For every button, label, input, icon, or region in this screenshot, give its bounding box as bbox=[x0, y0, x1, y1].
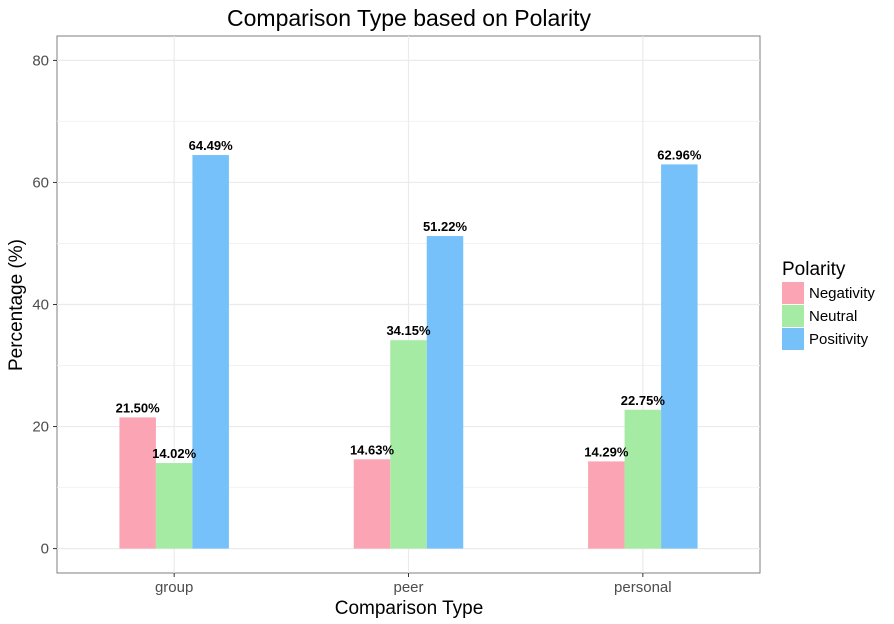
x-tick-label: personal bbox=[614, 579, 672, 596]
bar-data-label: 34.15% bbox=[386, 323, 431, 338]
bar-data-label: 14.02% bbox=[152, 446, 197, 461]
legend-swatch bbox=[782, 305, 804, 327]
bar bbox=[390, 340, 427, 549]
bars bbox=[119, 155, 698, 549]
bar bbox=[119, 417, 156, 549]
bar-data-label: 14.29% bbox=[584, 444, 629, 459]
bar bbox=[353, 459, 391, 549]
x-axis-title: Comparison Type bbox=[335, 598, 484, 619]
y-tick-label: 40 bbox=[32, 297, 49, 314]
bar bbox=[588, 461, 625, 549]
bar bbox=[155, 463, 193, 549]
y-axis: 0 20 40 60 80 bbox=[32, 52, 57, 558]
bar-data-label: 51.22% bbox=[423, 219, 468, 234]
legend-title: Polarity bbox=[782, 259, 846, 280]
legend-swatch bbox=[782, 328, 804, 350]
legend: Polarity Negativity Neutral Positivity bbox=[782, 259, 875, 350]
y-tick-label: 60 bbox=[32, 174, 49, 191]
legend-item-label: Positivity bbox=[809, 331, 869, 348]
bar-data-labels: 21.50% 14.63% 14.29% 14.02% 34.15% 22.75% 64.4… bbox=[116, 138, 702, 461]
bar bbox=[426, 236, 464, 549]
legend-swatch bbox=[782, 282, 804, 304]
bar bbox=[661, 164, 698, 549]
bar-data-label: 62.96% bbox=[657, 147, 702, 162]
y-tick-label: 0 bbox=[41, 541, 49, 558]
x-tick-label: peer bbox=[393, 579, 423, 596]
bar bbox=[192, 155, 229, 549]
bar-data-label: 21.50% bbox=[116, 400, 161, 415]
x-axis: group peer personal bbox=[155, 573, 672, 596]
legend-item-label: Negativity bbox=[809, 285, 875, 302]
y-tick-label: 20 bbox=[32, 419, 49, 436]
chart-title: Comparison Type based on Polarity bbox=[227, 5, 591, 31]
bar-data-label: 64.49% bbox=[189, 138, 234, 153]
bar-data-label: 22.75% bbox=[621, 393, 666, 408]
bar-data-label: 14.63% bbox=[350, 442, 395, 457]
y-axis-title: Percentage (%) bbox=[6, 239, 27, 371]
x-tick-label: group bbox=[155, 579, 193, 596]
bar bbox=[624, 409, 662, 549]
y-tick-label: 80 bbox=[32, 52, 49, 69]
legend-item-label: Neutral bbox=[809, 308, 857, 325]
